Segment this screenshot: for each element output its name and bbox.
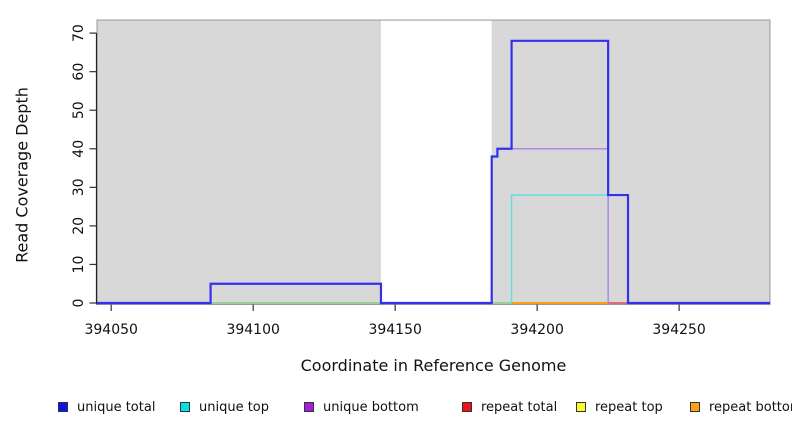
legend-item-unique-bottom: unique bottom [304,399,419,415]
y-axis-title: Read Coverage Depth [12,87,32,263]
legend: unique total unique top unique bottom repea… [0,399,792,419]
legend-label: repeat total [481,399,558,415]
y-axis: 0 10 20 30 40 50 60 70 [71,24,98,308]
y-tick-label: 70 [71,24,87,42]
legend-item-repeat-top: repeat top [576,399,663,415]
legend-label: unique bottom [323,399,419,415]
legend-swatch-icon [690,402,700,412]
legend-swatch-icon [58,402,68,412]
x-axis: 394050 394100 394150 394200 394250 [84,304,706,338]
x-tick-label: 394250 [652,322,705,338]
legend-item-unique-total: unique total [58,399,155,415]
legend-label: repeat bottom [709,399,792,415]
x-tick-label: 394150 [368,322,421,338]
x-axis-title: Coordinate in Reference Genome [300,356,567,375]
y-tick-label: 10 [71,256,87,274]
y-tick-label: 0 [71,299,87,308]
x-tick-label: 394100 [226,322,279,338]
legend-item-repeat-bottom: repeat bottom [690,399,792,415]
y-tick-label: 40 [71,140,87,158]
legend-label: repeat top [595,399,663,415]
x-tick-label: 394200 [510,322,563,338]
legend-swatch-icon [576,402,586,412]
legend-label: unique top [199,399,270,415]
legend-item-unique-top: unique top [180,399,269,415]
series-unique-total [97,39,770,305]
x-tick-label: 394050 [84,322,137,338]
highlight-band [380,20,492,304]
y-tick-label: 20 [71,217,87,235]
y-tick-label: 60 [71,63,87,81]
y-tick-label: 50 [71,101,87,119]
y-tick-label: 30 [71,178,87,196]
legend-swatch-icon [180,402,190,412]
legend-label: unique total [77,399,156,415]
legend-swatch-icon [304,402,314,412]
legend-item-repeat-total: repeat total [462,399,557,415]
legend-swatch-icon [462,402,472,412]
